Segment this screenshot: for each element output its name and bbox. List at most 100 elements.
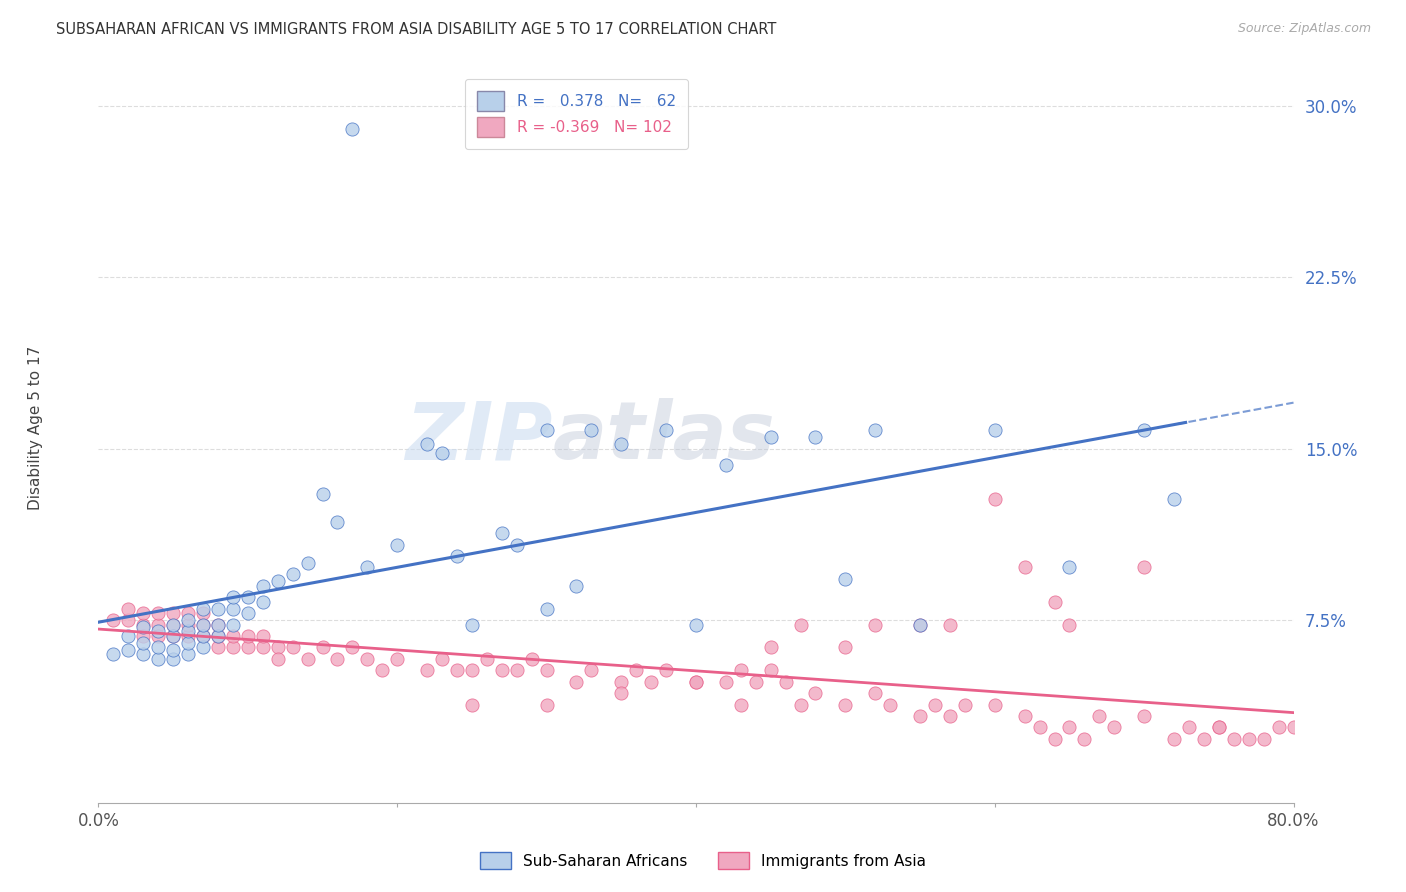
Point — [565, 579, 588, 593]
Point — [1104, 720, 1126, 734]
Point — [385, 537, 409, 551]
Point — [191, 629, 214, 643]
Point — [1192, 731, 1215, 746]
Point — [148, 640, 170, 655]
Point — [1223, 731, 1246, 746]
Point — [297, 652, 319, 666]
Point — [191, 617, 214, 632]
Point — [714, 458, 737, 472]
Point — [132, 636, 155, 650]
Point — [1043, 594, 1066, 608]
Point — [953, 698, 976, 712]
Point — [834, 572, 856, 586]
Point — [520, 652, 543, 666]
Point — [446, 663, 468, 677]
Point — [730, 698, 752, 712]
Point — [281, 567, 304, 582]
Point — [775, 674, 797, 689]
Point — [132, 620, 155, 634]
Point — [714, 674, 737, 689]
Point — [177, 617, 200, 632]
Point — [640, 674, 662, 689]
Point — [1133, 709, 1156, 723]
Point — [207, 640, 229, 655]
Point — [177, 647, 200, 661]
Point — [983, 491, 1005, 506]
Point — [1059, 720, 1081, 734]
Point — [342, 640, 364, 655]
Point — [177, 629, 200, 643]
Point — [759, 430, 782, 444]
Point — [207, 629, 229, 643]
Point — [177, 636, 200, 650]
Point — [191, 629, 214, 643]
Point — [730, 663, 752, 677]
Point — [446, 549, 468, 563]
Point — [789, 698, 811, 712]
Point — [356, 560, 378, 574]
Point — [222, 629, 245, 643]
Point — [222, 640, 245, 655]
Point — [461, 698, 484, 712]
Point — [162, 629, 184, 643]
Point — [685, 617, 707, 632]
Point — [297, 556, 319, 570]
Text: SUBSAHARAN AFRICAN VS IMMIGRANTS FROM ASIA DISABILITY AGE 5 TO 17 CORRELATION CH: SUBSAHARAN AFRICAN VS IMMIGRANTS FROM AS… — [56, 22, 776, 37]
Point — [685, 674, 707, 689]
Text: Source: ZipAtlas.com: Source: ZipAtlas.com — [1237, 22, 1371, 36]
Point — [1282, 720, 1305, 734]
Point — [983, 423, 1005, 437]
Point — [461, 617, 484, 632]
Point — [759, 663, 782, 677]
Point — [1163, 731, 1185, 746]
Point — [103, 647, 125, 661]
Point — [117, 642, 139, 657]
Point — [207, 629, 229, 643]
Point — [565, 674, 588, 689]
Point — [939, 617, 962, 632]
Point — [416, 663, 439, 677]
Point — [222, 601, 245, 615]
Point — [177, 624, 200, 639]
Point — [252, 579, 274, 593]
Point — [491, 526, 513, 541]
Point — [177, 613, 200, 627]
Point — [581, 663, 603, 677]
Point — [1237, 731, 1260, 746]
Point — [430, 446, 453, 460]
Point — [655, 663, 678, 677]
Point — [222, 617, 245, 632]
Legend: Sub-Saharan Africans, Immigrants from Asia: Sub-Saharan Africans, Immigrants from As… — [474, 846, 932, 875]
Point — [267, 640, 290, 655]
Point — [834, 640, 856, 655]
Point — [624, 663, 647, 677]
Point — [1028, 720, 1050, 734]
Point — [132, 647, 155, 661]
Point — [1088, 709, 1111, 723]
Point — [132, 629, 155, 643]
Point — [908, 617, 931, 632]
Point — [371, 663, 394, 677]
Point — [491, 663, 513, 677]
Point — [506, 663, 529, 677]
Point — [581, 423, 603, 437]
Point — [267, 652, 290, 666]
Point — [1178, 720, 1201, 734]
Point — [804, 686, 827, 700]
Point — [103, 613, 125, 627]
Point — [148, 629, 170, 643]
Point — [162, 652, 184, 666]
Point — [1014, 709, 1036, 723]
Point — [356, 652, 378, 666]
Point — [1267, 720, 1289, 734]
Point — [1208, 720, 1230, 734]
Point — [475, 652, 498, 666]
Point — [117, 629, 139, 643]
Point — [162, 617, 184, 632]
Point — [326, 652, 349, 666]
Point — [191, 640, 214, 655]
Point — [416, 437, 439, 451]
Point — [252, 594, 274, 608]
Point — [610, 686, 633, 700]
Point — [222, 590, 245, 604]
